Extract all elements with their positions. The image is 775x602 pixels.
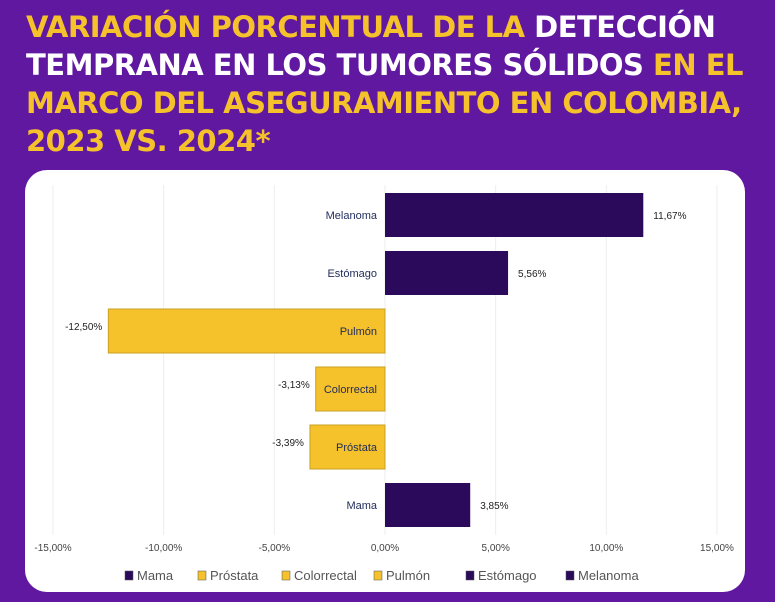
data-label: 11,67% — [653, 211, 686, 222]
category-label: Próstata — [336, 442, 378, 454]
category-label: Mama — [346, 500, 377, 512]
title-part: EN EL MARCO DEL ASEGURAMIENTO EN COLOMBI… — [26, 48, 744, 158]
x-tick-label: 10,00% — [589, 543, 623, 554]
bar — [309, 424, 386, 470]
legend-label: Melanoma — [578, 568, 639, 583]
category-label: Pulmón — [340, 326, 377, 338]
legend-label: Colorrectal — [294, 568, 357, 583]
data-label: 3,85% — [480, 501, 508, 512]
bar — [315, 366, 386, 412]
x-tick-label: -5,00% — [258, 543, 290, 554]
x-tick-label: -15,00% — [34, 543, 71, 554]
x-tick-label: 5,00% — [481, 543, 509, 554]
legend-swatch — [197, 570, 207, 581]
title-part: VARIACIÓN PORCENTUAL DE LA — [26, 10, 535, 44]
bar — [385, 483, 471, 527]
legend-swatch — [281, 570, 291, 581]
data-label: 5,56% — [518, 269, 546, 280]
category-label: Melanoma — [326, 210, 378, 222]
legend-swatch — [565, 570, 575, 581]
bar — [385, 193, 644, 237]
x-tick-label: -10,00% — [145, 543, 182, 554]
legend-swatch — [465, 570, 475, 581]
legend-label: Próstata — [210, 568, 259, 583]
category-label: Colorrectal — [324, 384, 377, 396]
category-label: Estómago — [327, 268, 377, 280]
data-label: -3,13% — [278, 380, 310, 391]
x-tick-label: 15,00% — [700, 543, 734, 554]
bar — [107, 308, 386, 354]
x-tick-label: 0,00% — [371, 543, 399, 554]
chart-title: VARIACIÓN PORCENTUAL DE LA DETECCIÓN TEM… — [26, 8, 766, 160]
bar — [385, 251, 509, 295]
legend-label: Estómago — [478, 568, 537, 583]
legend-label: Mama — [137, 568, 174, 583]
legend-swatch — [373, 570, 383, 581]
legend-swatch — [124, 570, 134, 581]
data-label: -12,50% — [65, 322, 102, 333]
title-part: DETECCIÓN TEMPRANA EN LOS TUMORES SÓLIDO… — [26, 10, 716, 82]
data-label: -3,39% — [272, 438, 304, 449]
legend-label: Pulmón — [386, 568, 430, 583]
